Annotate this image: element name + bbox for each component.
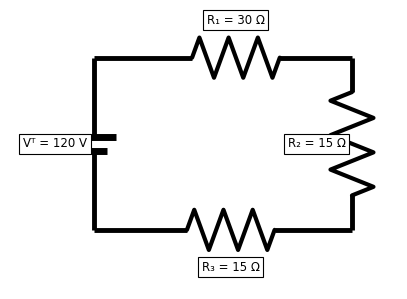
Text: R₃ = 15 Ω: R₃ = 15 Ω xyxy=(202,261,260,274)
Text: R₂ = 15 Ω: R₂ = 15 Ω xyxy=(288,137,346,150)
Text: Vᵀ = 120 V: Vᵀ = 120 V xyxy=(23,137,87,150)
Text: R₁ = 30 Ω: R₁ = 30 Ω xyxy=(207,14,265,27)
